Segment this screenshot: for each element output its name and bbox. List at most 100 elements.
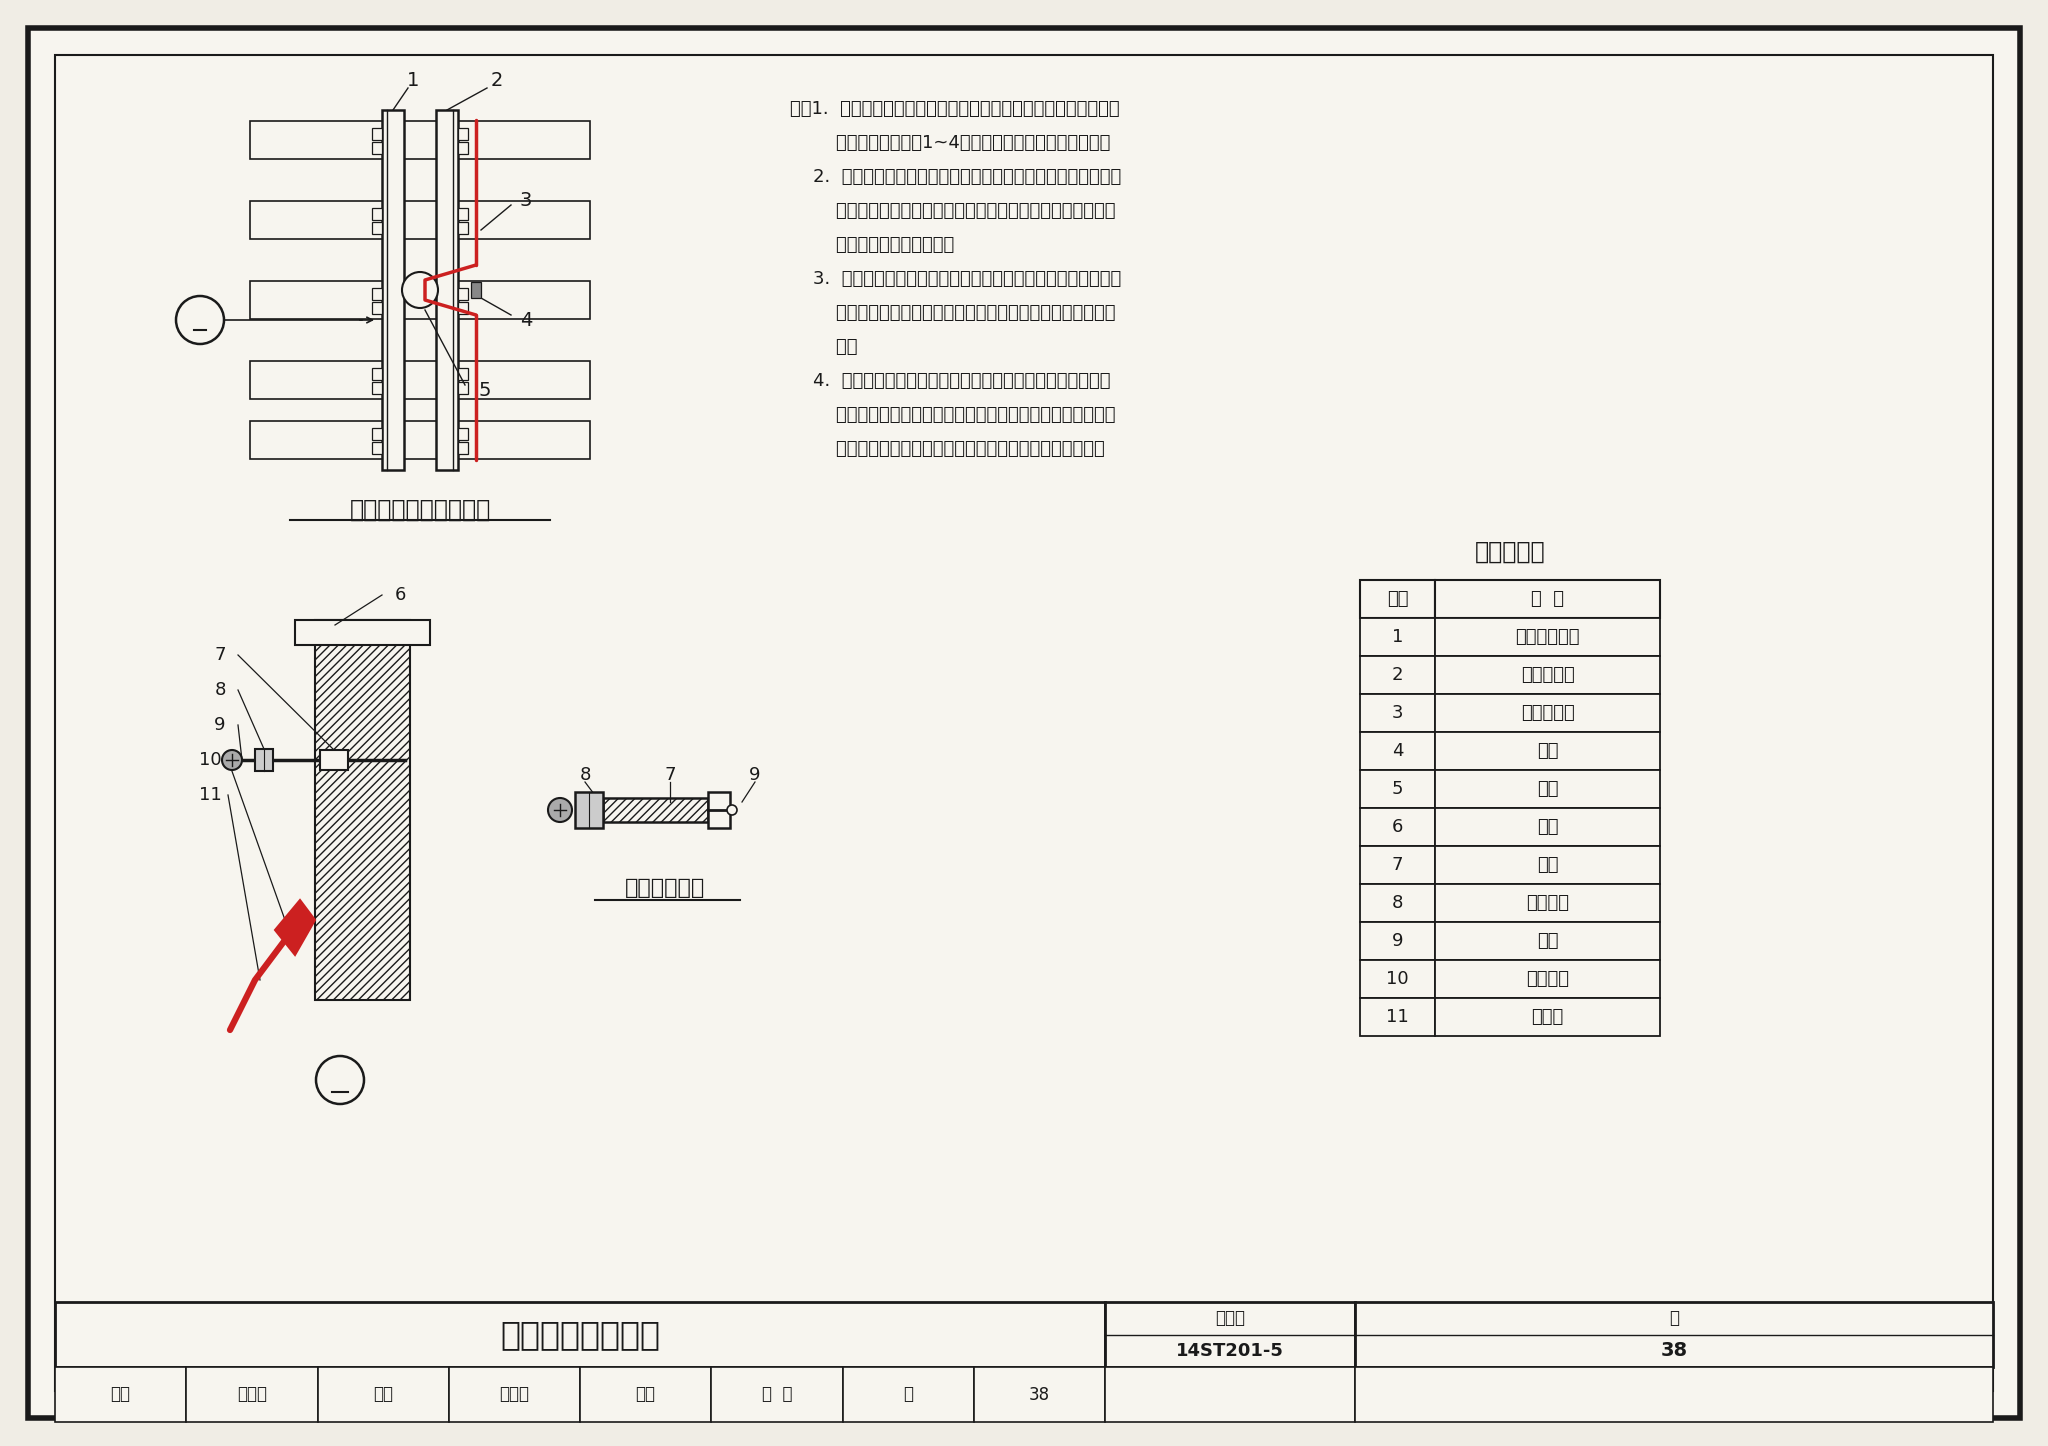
Bar (373, 428, 383, 440)
Bar (973, 1366, 1106, 1421)
Text: 侧。: 侧。 (791, 338, 858, 356)
Bar (1360, 656, 1436, 694)
Text: 钢轨侧面长度应为1~4，塞钉与塞钉孔缘应涂漆封闭。: 钢轨侧面长度应为1~4，塞钉与塞钉孔缘应涂漆封闭。 (791, 134, 1110, 152)
Text: 曲；胀钉式钢轨接续线沿钢轨底边敷设安装；焊接式钢轨接: 曲；胀钉式钢轨接续线沿钢轨底边敷设安装；焊接式钢轨接 (791, 406, 1116, 424)
Bar (1106, 1366, 1356, 1421)
Text: 6: 6 (395, 586, 406, 604)
Text: 2.  有牵引电流通过的钢轨，接续线连接采用胀钉方式、塞钉方: 2. 有牵引电流通过的钢轨，接续线连接采用胀钉方式、塞钉方 (791, 168, 1120, 187)
Bar (1360, 771, 1436, 808)
Text: 11: 11 (199, 787, 221, 804)
Text: 1: 1 (408, 71, 420, 90)
Bar (1436, 732, 1661, 771)
Text: 其截面积符合设计要求。: 其截面积符合设计要求。 (791, 236, 954, 254)
Bar (459, 129, 469, 140)
Bar (1436, 771, 1661, 808)
Text: 10: 10 (199, 750, 221, 769)
Bar (709, 792, 729, 829)
Text: 图集号: 图集号 (1214, 1309, 1245, 1327)
Text: 名称对照表: 名称对照表 (1475, 539, 1546, 564)
Text: 2: 2 (1393, 667, 1403, 684)
Text: 10: 10 (1386, 970, 1409, 988)
Text: 审核: 审核 (111, 1385, 131, 1404)
Bar (1360, 617, 1436, 656)
Bar (459, 382, 469, 393)
Text: 接续线: 接续线 (1532, 1008, 1563, 1027)
Text: 胀钉: 胀钉 (1536, 933, 1559, 950)
Text: 压接端子: 压接端子 (1526, 970, 1569, 988)
Bar (1360, 884, 1436, 923)
Bar (459, 442, 469, 454)
Text: 设计: 设计 (635, 1385, 655, 1404)
Bar (459, 142, 469, 155)
Bar (459, 223, 469, 234)
Text: 5: 5 (479, 380, 492, 399)
Bar (459, 208, 469, 220)
Bar (383, 110, 403, 470)
Text: A: A (193, 308, 207, 327)
Text: 序号: 序号 (1386, 590, 1409, 607)
Bar (319, 750, 348, 771)
Bar (1360, 694, 1436, 732)
Circle shape (221, 750, 242, 771)
Text: 卡子: 卡子 (1536, 742, 1559, 761)
Text: 8: 8 (215, 681, 225, 698)
Text: 钢轨: 钢轨 (1536, 818, 1559, 836)
Text: 钢轨接续线: 钢轨接续线 (1520, 704, 1575, 722)
Bar (1436, 808, 1661, 846)
Bar (373, 442, 383, 454)
Text: 注：1.  钢轨塞钉孔不得锈蚀，塞钉锚接牢固并不得弯曲，塞钉露出: 注：1. 钢轨塞钉孔不得锈蚀，塞钉锚接牢固并不得弯曲，塞钉露出 (791, 100, 1120, 119)
Bar (1106, 1301, 1356, 1366)
Text: 3.  钢轨接续线应安装在钢轨外侧，在道岔撤叉跟部或其他安装: 3. 钢轨接续线应安装在钢轨外侧，在道岔撤叉跟部或其他安装 (791, 270, 1120, 288)
Bar (1436, 694, 1661, 732)
Text: 钢轨接续线安装图: 钢轨接续线安装图 (500, 1317, 659, 1351)
Text: 8: 8 (580, 766, 590, 784)
Bar (373, 367, 383, 380)
Bar (250, 362, 590, 399)
Text: 6: 6 (1393, 818, 1403, 836)
Bar (459, 428, 469, 440)
Bar (1436, 580, 1661, 617)
Bar (1436, 617, 1661, 656)
Bar (1436, 846, 1661, 884)
Text: 困难处，塞钉式钢轨接续线及胀钉式接续线可安装在钢轨内: 困难处，塞钉式钢轨接续线及胀钉式接续线可安装在钢轨内 (791, 304, 1116, 322)
Text: 7: 7 (1393, 856, 1403, 873)
Text: A: A (332, 1067, 348, 1086)
Bar (250, 201, 590, 239)
Bar (1360, 732, 1436, 771)
Text: 钢轨接续线安装俯视图: 钢轨接续线安装俯视图 (350, 497, 492, 522)
Bar (55, 1366, 186, 1421)
Text: 牵引回流轨: 牵引回流轨 (1520, 667, 1575, 684)
Text: 9: 9 (215, 716, 225, 735)
Text: 9: 9 (750, 766, 760, 784)
Bar (373, 129, 383, 140)
Text: 5: 5 (1393, 779, 1403, 798)
Bar (250, 281, 590, 320)
Text: 非牵引回流轨: 非牵引回流轨 (1516, 628, 1579, 646)
Bar (1360, 960, 1436, 998)
Text: 3: 3 (520, 191, 532, 210)
Text: 张晓披: 张晓披 (500, 1385, 528, 1404)
Text: 8: 8 (1393, 894, 1403, 912)
Bar (1436, 656, 1661, 694)
Bar (459, 288, 469, 299)
Text: 王  桢: 王 桢 (762, 1385, 793, 1404)
Bar (1356, 1366, 1993, 1421)
Bar (471, 282, 481, 298)
Text: 3: 3 (1393, 704, 1403, 722)
Circle shape (315, 1056, 365, 1103)
Bar (373, 382, 383, 393)
Bar (373, 142, 383, 155)
Bar (186, 1366, 317, 1421)
Bar (1360, 580, 1436, 617)
Bar (436, 110, 459, 470)
Text: 38: 38 (1028, 1385, 1051, 1404)
Bar (602, 798, 709, 821)
Text: 4: 4 (1393, 742, 1403, 761)
Bar (1360, 998, 1436, 1035)
Circle shape (727, 805, 737, 816)
Circle shape (549, 798, 571, 821)
Circle shape (401, 272, 438, 308)
Text: 轨缝: 轨缝 (1536, 779, 1559, 798)
Bar (1356, 1301, 1993, 1366)
Text: 2: 2 (492, 71, 504, 90)
